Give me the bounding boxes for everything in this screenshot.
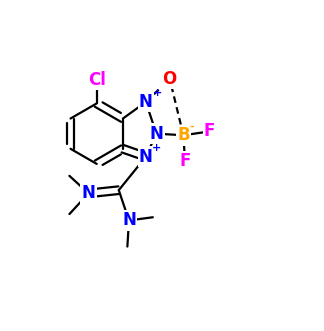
Text: O: O [163, 70, 177, 88]
Text: B: B [177, 126, 190, 144]
Text: N: N [139, 93, 153, 111]
Text: N: N [149, 125, 163, 143]
Text: N: N [122, 212, 136, 229]
Text: F: F [204, 122, 215, 140]
Text: +: + [152, 143, 161, 153]
Text: N: N [139, 148, 153, 166]
Text: Cl: Cl [88, 71, 106, 88]
Text: +: + [153, 88, 162, 98]
Text: N: N [82, 184, 96, 202]
Text: F: F [179, 152, 191, 170]
Text: -: - [190, 121, 194, 131]
